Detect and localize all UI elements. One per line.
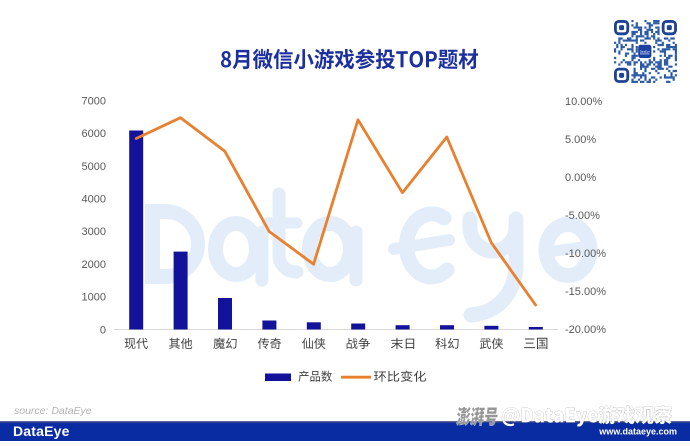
svg-text:0.00%: 0.00% bbox=[565, 172, 596, 184]
svg-text:-15.00%: -15.00% bbox=[565, 286, 606, 298]
svg-text:10.00%: 10.00% bbox=[565, 96, 603, 108]
svg-text:www.dataeye.com: www.dataeye.com bbox=[598, 427, 677, 437]
svg-text:source: DataEye: source: DataEye bbox=[14, 405, 92, 417]
svg-text:DataEye: DataEye bbox=[640, 49, 651, 53]
svg-text:2000: 2000 bbox=[82, 259, 106, 271]
svg-text:DataEye: DataEye bbox=[13, 423, 70, 439]
svg-text:7000: 7000 bbox=[82, 95, 106, 107]
svg-text:-20.00%: -20.00% bbox=[565, 324, 606, 336]
svg-text:4000: 4000 bbox=[82, 194, 106, 206]
svg-text:0: 0 bbox=[100, 324, 106, 336]
svg-text:5.00%: 5.00% bbox=[565, 134, 596, 146]
svg-text:-5.00%: -5.00% bbox=[565, 210, 600, 222]
svg-text:-10.00%: -10.00% bbox=[565, 248, 606, 260]
svg-text:6000: 6000 bbox=[82, 128, 106, 140]
svg-text:5000: 5000 bbox=[82, 161, 106, 173]
svg-text:1000: 1000 bbox=[82, 292, 106, 304]
svg-text:3000: 3000 bbox=[82, 226, 106, 238]
